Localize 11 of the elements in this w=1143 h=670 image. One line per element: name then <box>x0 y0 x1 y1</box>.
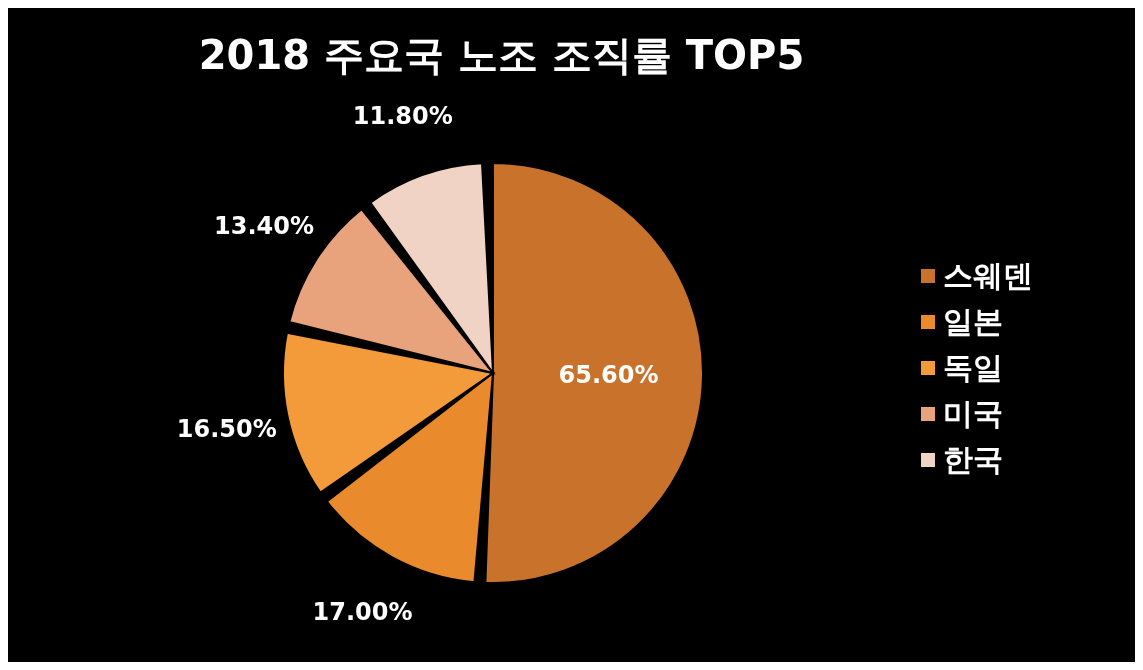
legend-label: 한국 <box>943 440 1003 479</box>
data-label: 65.60% <box>558 361 659 390</box>
data-label: 17.00% <box>312 597 413 626</box>
legend-label: 독일 <box>943 348 1003 387</box>
legend-label: 일본 <box>943 302 1003 341</box>
legend-label: 미국 <box>943 394 1003 433</box>
chart-title: 2018 주요국 노조 조직률 TOP5 <box>197 31 806 80</box>
legend-label: 스웨덴 <box>943 256 1033 295</box>
data-label: 11.80% <box>352 102 453 131</box>
data-label: 16.50% <box>176 414 277 443</box>
data-label: 13.40% <box>214 212 314 241</box>
